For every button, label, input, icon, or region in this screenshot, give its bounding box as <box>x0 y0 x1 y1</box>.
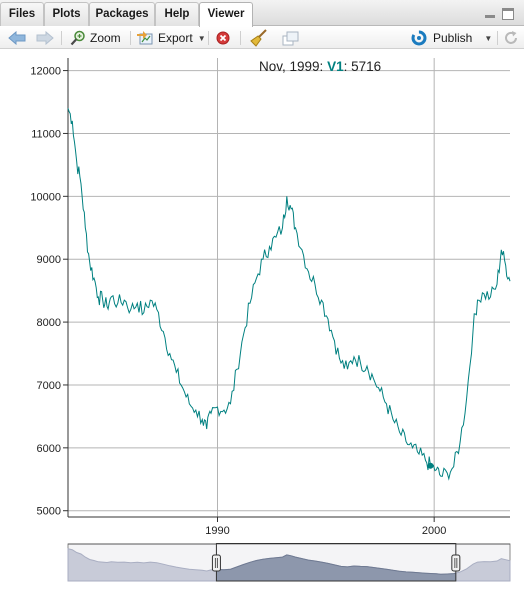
tab-plots[interactable]: Plots <box>44 2 89 26</box>
zoom-icon <box>70 30 85 46</box>
zoom-button[interactable]: Zoom <box>70 29 121 47</box>
range-handle-grip <box>211 554 221 572</box>
tab-help[interactable]: Help <box>155 2 199 26</box>
y-tick-label: 5000 <box>37 506 61 518</box>
range-window-series <box>216 554 456 581</box>
popout-icon <box>282 31 299 45</box>
pane-tab-bar: Files Plots Packages Help Viewer <box>0 0 524 27</box>
toolbar-separator <box>130 31 131 45</box>
stop-icon <box>216 31 230 45</box>
y-tick-label: 7000 <box>37 380 61 392</box>
range-handle-right[interactable] <box>451 554 461 572</box>
y-tick-label: 10000 <box>30 191 61 203</box>
refresh-icon <box>505 31 517 44</box>
chart-legend: Nov, 1999: V1: 5716 <box>259 59 381 74</box>
y-tick-label: 9000 <box>37 254 61 266</box>
forward-button[interactable] <box>36 29 54 47</box>
tab-packages[interactable]: Packages <box>89 2 155 26</box>
legend-date: Nov, 1999: <box>259 59 324 74</box>
range-handle-left[interactable] <box>211 554 221 572</box>
publish-label: Publish <box>433 31 473 45</box>
chevron-down-icon: ▼ <box>484 33 493 43</box>
stop-button[interactable] <box>216 29 230 47</box>
export-label: Export <box>158 31 193 45</box>
dygraph-chart[interactable]: 5000 6000 7000 8000 9000 10000 11000 12000 1990 2… <box>0 50 524 593</box>
y-tick-label: 12000 <box>30 66 61 78</box>
zoom-label: Zoom <box>90 31 121 45</box>
tab-viewer[interactable]: Viewer <box>199 2 253 27</box>
publish-button[interactable]: Publish ▼ <box>410 29 492 47</box>
y-tick-label: 8000 <box>37 317 61 329</box>
broom-icon <box>250 29 267 47</box>
range-handle-grip <box>451 554 461 572</box>
maximize-icon[interactable] <box>502 8 514 20</box>
toolbar-separator <box>208 31 209 45</box>
range-selector <box>67 543 511 582</box>
refresh-button[interactable] <box>503 29 519 47</box>
arrow-left-icon <box>8 31 26 45</box>
legend-value: : 5716 <box>343 59 382 74</box>
back-button[interactable] <box>8 29 26 47</box>
toolbar-separator <box>497 31 498 45</box>
legend-series-name: V1 <box>327 59 344 74</box>
x-tick-label: 1990 <box>205 525 229 537</box>
series-line-v1 <box>67 108 511 481</box>
toolbar-separator <box>240 31 241 45</box>
viewer-toolbar: Zoom Export ▼ Publish <box>0 27 524 49</box>
x-tick-label: 2000 <box>422 525 446 537</box>
y-tick-label: 6000 <box>37 443 61 455</box>
toolbar-separator <box>61 31 62 45</box>
publish-icon <box>411 30 427 46</box>
minimize-icon[interactable] <box>484 8 496 20</box>
chart-canvas[interactable]: 5000 6000 7000 8000 9000 10000 11000 12000 1990 2… <box>0 50 524 593</box>
highlight-point <box>427 462 434 469</box>
chevron-down-icon: ▼ <box>197 33 206 43</box>
export-button[interactable]: Export ▼ <box>137 29 206 47</box>
popout-button[interactable] <box>282 29 299 47</box>
tab-files[interactable]: Files <box>0 2 44 26</box>
clear-viewer-button[interactable] <box>250 29 268 47</box>
export-icon <box>137 30 153 44</box>
arrow-right-icon <box>36 31 54 45</box>
y-tick-label: 11000 <box>31 128 61 140</box>
